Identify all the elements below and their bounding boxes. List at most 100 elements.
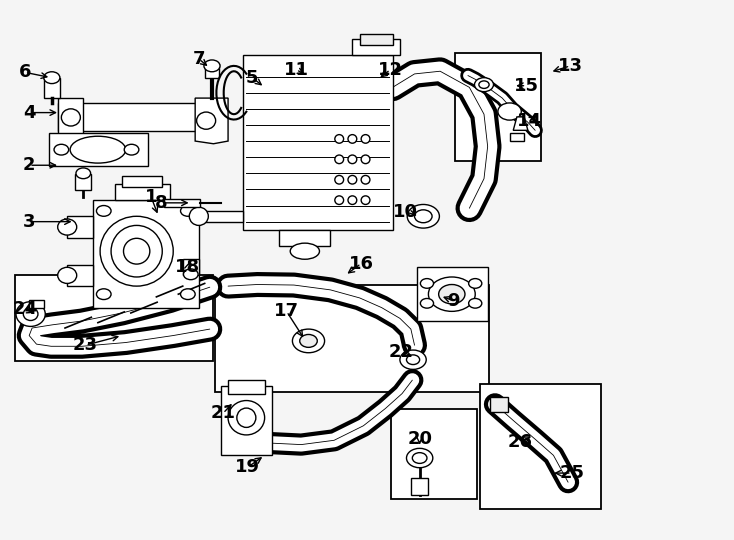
Ellipse shape	[197, 112, 216, 129]
Ellipse shape	[498, 103, 521, 120]
Ellipse shape	[407, 355, 420, 365]
Ellipse shape	[348, 155, 357, 164]
Ellipse shape	[228, 401, 265, 435]
Polygon shape	[205, 211, 243, 221]
Ellipse shape	[421, 279, 434, 288]
Ellipse shape	[361, 155, 370, 164]
Text: 6: 6	[18, 63, 31, 82]
Text: 21: 21	[211, 404, 236, 422]
Text: 4: 4	[23, 104, 35, 122]
Ellipse shape	[181, 206, 195, 217]
Ellipse shape	[204, 60, 220, 72]
Polygon shape	[68, 217, 92, 238]
Text: 20: 20	[407, 430, 432, 448]
Ellipse shape	[111, 225, 162, 277]
Ellipse shape	[44, 72, 60, 84]
Text: 12: 12	[378, 60, 403, 79]
Text: 22: 22	[389, 343, 414, 361]
Ellipse shape	[335, 176, 344, 184]
Polygon shape	[195, 98, 228, 144]
Ellipse shape	[58, 219, 77, 235]
Ellipse shape	[421, 299, 434, 308]
Text: 8: 8	[154, 194, 167, 212]
Polygon shape	[183, 259, 199, 275]
Ellipse shape	[299, 334, 317, 347]
Ellipse shape	[429, 277, 475, 312]
Bar	[411, 478, 429, 495]
Polygon shape	[29, 300, 44, 308]
Ellipse shape	[58, 267, 77, 284]
Polygon shape	[417, 267, 487, 321]
Ellipse shape	[184, 269, 198, 280]
Ellipse shape	[16, 302, 46, 326]
Ellipse shape	[96, 289, 111, 300]
Ellipse shape	[361, 196, 370, 205]
Ellipse shape	[23, 308, 38, 321]
Bar	[205, 64, 219, 78]
Ellipse shape	[290, 243, 319, 259]
Ellipse shape	[189, 207, 208, 225]
Text: 3: 3	[23, 213, 35, 231]
Polygon shape	[352, 39, 400, 55]
Polygon shape	[59, 98, 83, 137]
Ellipse shape	[124, 144, 139, 155]
Polygon shape	[115, 184, 170, 200]
Polygon shape	[68, 265, 92, 286]
Text: 10: 10	[393, 203, 418, 221]
Text: 7: 7	[192, 50, 205, 68]
Ellipse shape	[237, 408, 256, 427]
Text: 18: 18	[175, 258, 200, 276]
Polygon shape	[513, 117, 528, 130]
Polygon shape	[92, 200, 199, 308]
Ellipse shape	[361, 176, 370, 184]
Polygon shape	[360, 33, 393, 45]
Text: 17: 17	[274, 302, 299, 320]
Ellipse shape	[70, 136, 126, 163]
Polygon shape	[509, 133, 524, 141]
Ellipse shape	[335, 134, 344, 143]
Ellipse shape	[407, 205, 440, 228]
Bar	[122, 176, 162, 187]
Ellipse shape	[335, 196, 344, 205]
Text: 15: 15	[514, 77, 539, 94]
Ellipse shape	[181, 289, 195, 300]
Polygon shape	[279, 230, 330, 246]
Ellipse shape	[361, 134, 370, 143]
Ellipse shape	[479, 81, 489, 89]
Ellipse shape	[54, 144, 69, 155]
Text: 24: 24	[12, 300, 37, 318]
Text: 9: 9	[447, 292, 459, 309]
Ellipse shape	[335, 155, 344, 164]
Text: 23: 23	[73, 336, 98, 354]
Ellipse shape	[76, 168, 90, 179]
Ellipse shape	[96, 206, 111, 217]
Polygon shape	[221, 386, 272, 455]
Text: 19: 19	[236, 458, 261, 476]
Text: 26: 26	[508, 433, 533, 451]
Ellipse shape	[292, 329, 324, 353]
Text: 25: 25	[559, 464, 584, 482]
Text: 1: 1	[145, 188, 158, 206]
Polygon shape	[228, 380, 265, 394]
Polygon shape	[59, 104, 221, 131]
Ellipse shape	[348, 196, 357, 205]
Text: 5: 5	[246, 69, 258, 87]
Bar	[15, 275, 214, 361]
Text: 2: 2	[23, 156, 35, 174]
Bar	[490, 397, 508, 413]
Text: 11: 11	[283, 60, 308, 79]
Text: 14: 14	[517, 112, 542, 130]
Text: 16: 16	[349, 254, 374, 273]
Ellipse shape	[439, 285, 465, 304]
Ellipse shape	[348, 176, 357, 184]
Bar	[164, 199, 200, 207]
Bar	[76, 174, 91, 191]
Ellipse shape	[468, 299, 482, 308]
Polygon shape	[49, 133, 148, 166]
Ellipse shape	[468, 279, 482, 288]
Ellipse shape	[474, 78, 493, 92]
Bar	[391, 409, 477, 500]
Ellipse shape	[413, 453, 427, 463]
Ellipse shape	[348, 134, 357, 143]
Ellipse shape	[400, 350, 426, 369]
